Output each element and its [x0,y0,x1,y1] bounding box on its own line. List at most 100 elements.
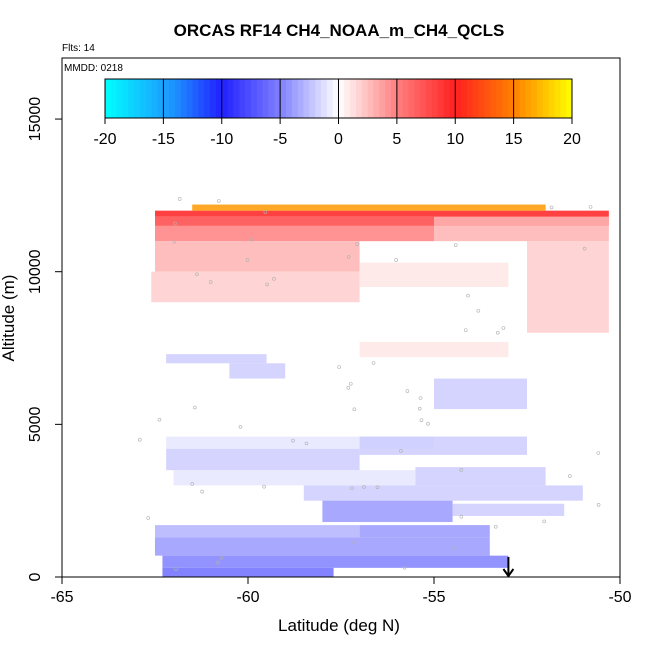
colorbar-segment [501,79,509,118]
heatmap-cell-21 [359,525,490,538]
colorbar-segment [396,79,404,118]
track-point [238,425,243,429]
colorbar-segment [367,79,375,118]
colorbar-segment [426,79,433,118]
heatmap-cell-3 [434,216,609,242]
colorbar-segment [297,79,304,118]
track-point [263,210,268,214]
track-point [371,361,376,365]
colorbar-segment [443,79,450,118]
y-tick-label: 15000 [27,97,44,142]
colorbar-segment [239,79,246,118]
track-point [402,566,407,570]
colorbar-segment [466,79,474,118]
colorbar-segment [227,79,234,118]
track-point [582,246,587,251]
x-axis: -65 -60 -55 -50 [50,576,632,606]
track-point [466,293,470,298]
track-point [501,326,506,330]
colorbar-segment [507,79,515,118]
colorbar-segment [490,79,497,118]
track-point [426,421,430,426]
track-point [291,438,295,443]
colorbar-segment [461,79,468,118]
colorbar-segment [350,79,357,118]
heatmap-cell-4 [155,241,360,272]
track-point [568,474,572,478]
colorbar-segment [128,79,135,118]
track-point [596,451,601,455]
track-point [452,545,457,550]
heatmap-cell-2 [155,225,434,242]
colorbar-segment [215,79,223,118]
heatmap-cell-16 [415,467,546,486]
heatmap-cells [151,204,609,577]
track-point [195,272,199,277]
track-point [350,486,354,491]
track-point [542,519,546,524]
y-tick-label: 10000 [27,249,44,294]
colorbar-segment [110,79,118,118]
colorbar-segment [455,79,462,118]
colorbar-tick-label: -15 [152,131,175,148]
colorbar-tick-label: 5 [392,131,401,148]
y-tick-label: 5000 [27,406,44,442]
heatmap-cell-25 [192,204,546,211]
flights-label: Flts: 14 [62,43,95,54]
colorbar-segment [163,79,170,118]
track-point [463,328,468,332]
colorbar-segment [338,79,345,118]
colorbar-segment [560,79,567,118]
colorbar-segment [262,79,269,118]
colorbar-segment [496,79,503,118]
track-point [250,237,254,242]
track-point [174,567,178,571]
colorbar-segment [151,79,159,118]
track-point [549,205,554,210]
colorbar-segment [157,79,164,118]
track-point [337,365,341,369]
y-axis: 0 5000 10000 15000 [27,97,62,581]
colorbar-segment [134,79,141,118]
track-point [146,516,150,520]
arrow-head [502,568,515,578]
track-point [588,205,593,209]
track-point [193,405,197,410]
heatmap-cell-15 [173,470,416,486]
track-point [476,308,481,313]
track-point [173,221,177,226]
x-tick-label: -65 [50,589,73,606]
colorbar-segment [291,79,299,118]
colorbar-segment [303,79,310,118]
track-point [177,197,182,201]
colorbar-segment [402,79,410,118]
colorbar-segment [531,79,538,118]
colorbar-segment [204,79,211,118]
colorbar-segment [233,79,240,118]
heatmap-cell-17 [303,485,583,501]
x-tick-label: -60 [236,589,259,606]
x-tick-label: -55 [422,589,445,606]
y-axis-label: Altitude (m) [0,275,18,362]
colorbar-segment [379,79,386,118]
heatmap-cell-5 [151,271,360,303]
colorbar-segment [519,79,526,118]
track-point [216,199,221,203]
track-point [496,330,500,335]
colorbar-tick-label: -10 [210,131,233,148]
track-point [355,242,359,246]
colorbar-segment [186,79,194,118]
track-point [216,560,220,565]
track-point [352,407,357,412]
heatmap-cell-14 [359,436,527,455]
colorbar-segment [361,79,369,118]
track-point [157,417,162,422]
colorbar-segment [437,79,445,118]
colorbar-segment [420,79,427,118]
colorbar-segment [320,79,328,118]
colorbar-tick-label: 15 [505,131,523,148]
heatmap-cell-10 [229,363,286,379]
colorbar-segment [472,79,480,118]
colorbar-tick-label: -20 [93,131,116,148]
colorbar-segment [250,79,258,118]
